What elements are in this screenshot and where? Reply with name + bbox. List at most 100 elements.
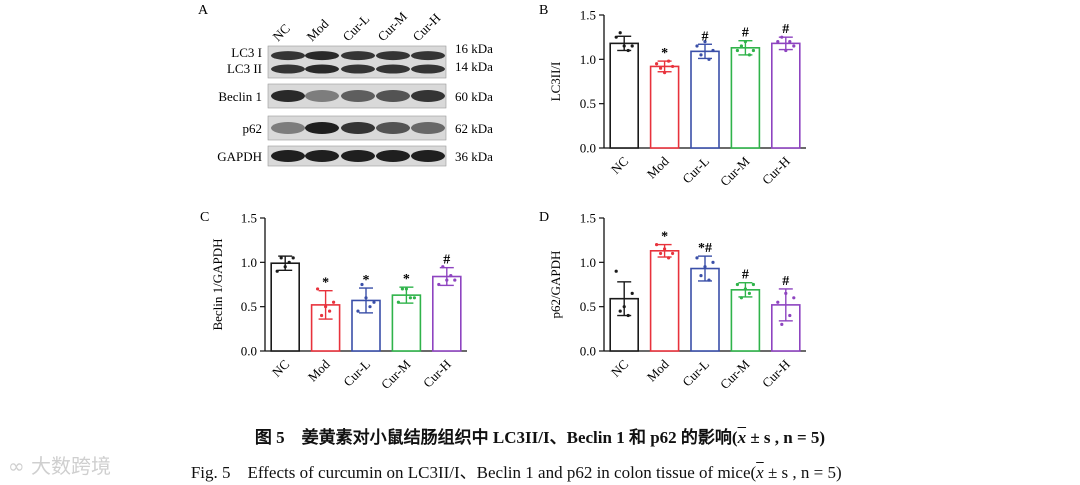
- data-point: [630, 291, 634, 295]
- y-tick-label: 1.0: [241, 255, 257, 270]
- data-point: [437, 282, 441, 287]
- blot-band: [376, 64, 410, 74]
- blot-protein-label: LC3 II: [227, 61, 262, 76]
- data-point: [695, 44, 699, 48]
- data-point: [408, 296, 412, 300]
- data-point: [751, 48, 756, 53]
- data-point: [324, 305, 328, 309]
- bar-cur-l: [690, 50, 720, 149]
- data-point: [743, 287, 748, 291]
- significance-marker: #: [443, 253, 450, 268]
- blot-lane-label: Cur-L: [340, 11, 373, 44]
- blot-band: [411, 51, 445, 61]
- x-category-label: Cur-H: [420, 357, 454, 391]
- data-point: [275, 269, 279, 273]
- data-point: [316, 287, 320, 291]
- x-category-label: Mod: [644, 356, 672, 384]
- data-point: [291, 256, 295, 260]
- blot-band: [376, 51, 410, 61]
- data-point: [404, 287, 408, 291]
- x-category-label: NC: [608, 154, 631, 177]
- caption-en-stats: ± s , n = 5): [763, 463, 842, 482]
- y-axis-title: LC3II/I: [548, 62, 563, 102]
- blot-lane-label: Mod: [304, 16, 332, 44]
- data-point: [699, 274, 703, 278]
- data-point: [735, 48, 740, 53]
- y-tick-label: 0.5: [580, 96, 596, 111]
- y-tick-label: 1.5: [241, 211, 257, 226]
- caption-cn-title: 姜黄素对小鼠结肠组织中 LC3II/I、Beclin 1 和 p62 的影响(: [301, 428, 738, 447]
- significance-marker: *: [661, 46, 668, 61]
- data-point: [707, 278, 711, 282]
- y-tick-label: 1.5: [580, 8, 596, 23]
- y-tick-label: 0.0: [241, 344, 257, 359]
- data-point: [396, 300, 400, 304]
- data-point: [743, 40, 748, 44]
- caption-en-mean-symbol: x: [756, 463, 764, 482]
- blot-band: [341, 64, 375, 74]
- data-point: [279, 256, 283, 260]
- data-point: [453, 278, 457, 282]
- data-point: [618, 309, 622, 313]
- blot-protein-label: Beclin 1: [218, 89, 262, 104]
- data-point: [788, 313, 792, 318]
- bar-cur-h: [770, 42, 801, 149]
- p62-chart: D 0.0 0.5 1.0 1.5 p62/GAPDH NC * Mod *# Cur-L # Cur-…: [539, 210, 806, 392]
- bar-mod: [649, 250, 680, 352]
- bar-cur-m: [391, 294, 422, 352]
- lc3-ratio-chart: B 0.0 0.5 1.0 1.5 LC3II/I NC * Mod # Cur-L # Cur-M # C…: [539, 3, 806, 189]
- bar-cur-l: [690, 267, 720, 352]
- watermark-label: 大数跨境: [31, 454, 112, 478]
- significance-marker: *: [661, 230, 668, 245]
- data-point: [368, 305, 372, 309]
- caption-cn-mean-symbol: x: [737, 428, 747, 447]
- y-axis-title: p62/GAPDH: [548, 251, 563, 319]
- blot-band: [341, 90, 375, 102]
- blot-band: [271, 122, 305, 134]
- data-point: [372, 300, 376, 304]
- significance-marker: #: [782, 274, 789, 289]
- significance-marker: #: [742, 26, 749, 41]
- data-point: [663, 247, 667, 251]
- data-point: [699, 53, 703, 57]
- bar-nc: [270, 262, 301, 352]
- data-point: [671, 64, 675, 69]
- blot-band: [305, 64, 339, 74]
- figure-caption-chinese: 图 5 姜黄素对小鼠结肠组织中 LC3II/I、Beclin 1 和 p62 的…: [0, 423, 1080, 448]
- y-tick-label: 0.0: [580, 344, 596, 359]
- data-point: [449, 274, 453, 278]
- y-tick-label: 1.0: [580, 52, 596, 67]
- y-tick-label: 0.5: [241, 299, 257, 314]
- data-point: [671, 251, 675, 256]
- data-point: [630, 44, 634, 48]
- blot-lane-label: NC: [270, 21, 293, 44]
- x-category-label: Cur-L: [679, 356, 712, 389]
- blot-band: [411, 90, 445, 102]
- data-point: [364, 296, 368, 300]
- data-point: [739, 296, 744, 300]
- blot-band: [376, 150, 410, 162]
- data-point: [328, 309, 332, 313]
- blot-band: [411, 150, 445, 162]
- caption-cn-stats: ± s , n = 5): [746, 428, 826, 447]
- data-point: [622, 44, 626, 48]
- blot-band: [376, 122, 410, 134]
- data-point: [707, 57, 711, 61]
- blot-band: [411, 122, 445, 134]
- data-point: [703, 265, 707, 269]
- data-point: [780, 35, 784, 39]
- data-point: [747, 291, 752, 295]
- blot-band: [341, 150, 375, 162]
- data-point: [622, 305, 626, 309]
- data-point: [735, 282, 740, 287]
- blot-size-label: 36 kDa: [455, 149, 493, 164]
- bar-cur-m: [730, 289, 761, 352]
- x-category-label: Cur-L: [340, 356, 373, 389]
- y-axis-title: Beclin 1/GAPDH: [210, 238, 225, 330]
- x-category-label: Mod: [305, 356, 333, 384]
- panel-label-b: B: [539, 3, 548, 18]
- data-point: [747, 53, 752, 57]
- panel-label-c: C: [200, 210, 209, 225]
- data-point: [360, 282, 364, 287]
